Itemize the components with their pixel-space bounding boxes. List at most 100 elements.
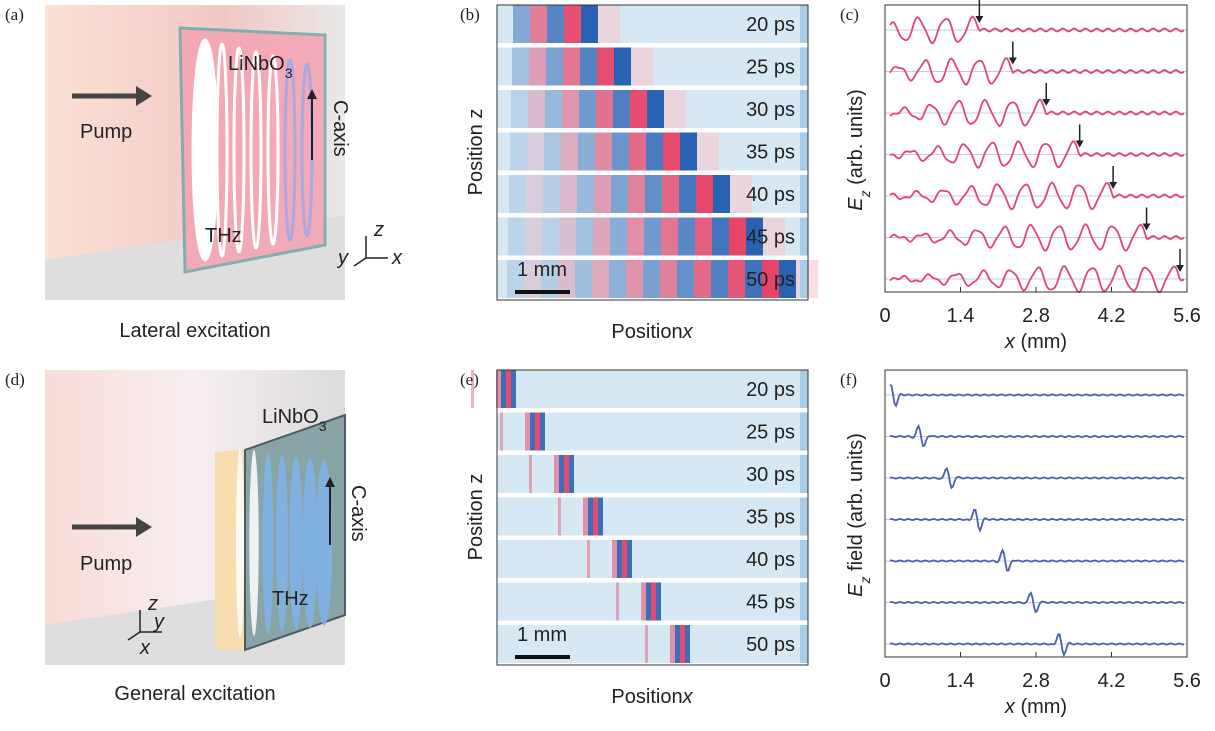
x-tick-label: 0 xyxy=(879,670,890,692)
y-label: Position z xyxy=(465,474,487,561)
x-label-part: x xyxy=(682,686,694,708)
thz-wavefront xyxy=(266,54,280,246)
panel-label-part: (e) xyxy=(460,370,479,389)
time-label: 45 ps xyxy=(746,227,795,249)
c-axis-label: C-axis xyxy=(347,485,369,542)
time-label: 25 ps xyxy=(746,422,795,444)
y-label-part: Position z xyxy=(465,109,487,196)
band xyxy=(559,217,576,256)
band xyxy=(646,132,663,171)
strip xyxy=(497,497,808,536)
band xyxy=(651,582,656,621)
c-axis-label-part: C-axis xyxy=(347,485,369,542)
time-label-part: 35 ps xyxy=(746,142,795,164)
front-arrow-head xyxy=(1008,57,1017,65)
band xyxy=(647,90,664,128)
band xyxy=(612,540,617,578)
waveform xyxy=(889,383,1185,408)
x-tick-label-part: 0 xyxy=(879,305,890,327)
time-label-part: 25 ps xyxy=(746,422,795,444)
band xyxy=(677,260,694,298)
coord-axes xyxy=(127,610,162,641)
band xyxy=(544,132,561,171)
band xyxy=(646,582,651,621)
crystal-label-part: 3 xyxy=(285,65,293,81)
x-label: x (mm) xyxy=(1004,331,1067,353)
band xyxy=(596,90,613,128)
scale-label-part: 1 mm xyxy=(517,624,567,646)
thz-wavefront xyxy=(215,42,229,258)
time-label-part: 30 ps xyxy=(746,464,795,486)
edge xyxy=(800,260,808,298)
band xyxy=(559,455,564,493)
strip xyxy=(497,540,808,578)
time-label: 20 ps xyxy=(746,379,795,401)
time-label-part: 40 ps xyxy=(746,549,795,571)
band xyxy=(506,370,511,408)
band xyxy=(675,625,680,663)
band xyxy=(613,90,630,128)
axis-x-part: x xyxy=(139,637,151,659)
x-label: Positionx xyxy=(611,686,693,708)
band xyxy=(630,90,647,128)
band xyxy=(713,175,730,213)
x-label: x (mm) xyxy=(1004,696,1067,718)
edge xyxy=(800,90,808,128)
coord-axes xyxy=(353,236,388,267)
time-label-part: 45 ps xyxy=(746,227,795,249)
x-label-part: Position xyxy=(611,686,682,708)
frame xyxy=(496,369,809,666)
time-label-part: 30 ps xyxy=(746,99,795,121)
waveform xyxy=(889,466,1185,490)
band xyxy=(643,260,660,298)
axis-y-part: y xyxy=(152,611,165,633)
y-label-part: z xyxy=(857,577,873,585)
thz-wavefront xyxy=(289,456,303,630)
panel-label: (c) xyxy=(840,5,859,24)
front-arrow-head xyxy=(1042,99,1051,106)
waveform xyxy=(889,98,1185,128)
panel-label: (a) xyxy=(5,5,24,24)
time-label-part: 20 ps xyxy=(746,14,795,36)
band xyxy=(662,175,679,213)
band xyxy=(543,175,560,213)
pump-label: Pump xyxy=(80,121,132,143)
time-label-part: 35 ps xyxy=(746,507,795,529)
time-label-part: 50 ps xyxy=(746,269,795,291)
time-label-part: 25 ps xyxy=(746,57,795,79)
band xyxy=(729,217,746,256)
x-tick-label: 4.2 xyxy=(1098,305,1126,327)
time-label: 40 ps xyxy=(746,549,795,571)
echo xyxy=(616,582,619,621)
band xyxy=(564,5,581,43)
x-tick-label-part: 1.4 xyxy=(947,670,975,692)
panel-label: (e) xyxy=(460,370,479,389)
band xyxy=(593,217,610,256)
pump-label-part: Pump xyxy=(80,553,132,575)
band xyxy=(554,455,559,493)
caption: Lateral excitation xyxy=(119,320,270,342)
waveform xyxy=(889,632,1185,658)
time-label-part: 20 ps xyxy=(746,379,795,401)
front-arrow-head xyxy=(975,16,984,23)
band xyxy=(542,217,559,256)
band xyxy=(663,132,680,171)
pump-label: Pump xyxy=(80,553,132,575)
waveform xyxy=(889,508,1185,533)
band xyxy=(628,175,645,213)
echo xyxy=(471,370,474,408)
band xyxy=(680,132,697,171)
band xyxy=(511,90,528,128)
band xyxy=(614,47,631,86)
band xyxy=(575,260,592,298)
echo xyxy=(529,455,532,493)
x-label-part: Position xyxy=(611,321,682,343)
y-label-part: Position z xyxy=(465,474,487,561)
caption: General excitation xyxy=(114,683,275,705)
thz-wavefront xyxy=(249,50,263,250)
band xyxy=(558,260,575,298)
band xyxy=(641,582,646,621)
strip xyxy=(497,455,808,493)
thz-wavefront xyxy=(302,458,318,628)
